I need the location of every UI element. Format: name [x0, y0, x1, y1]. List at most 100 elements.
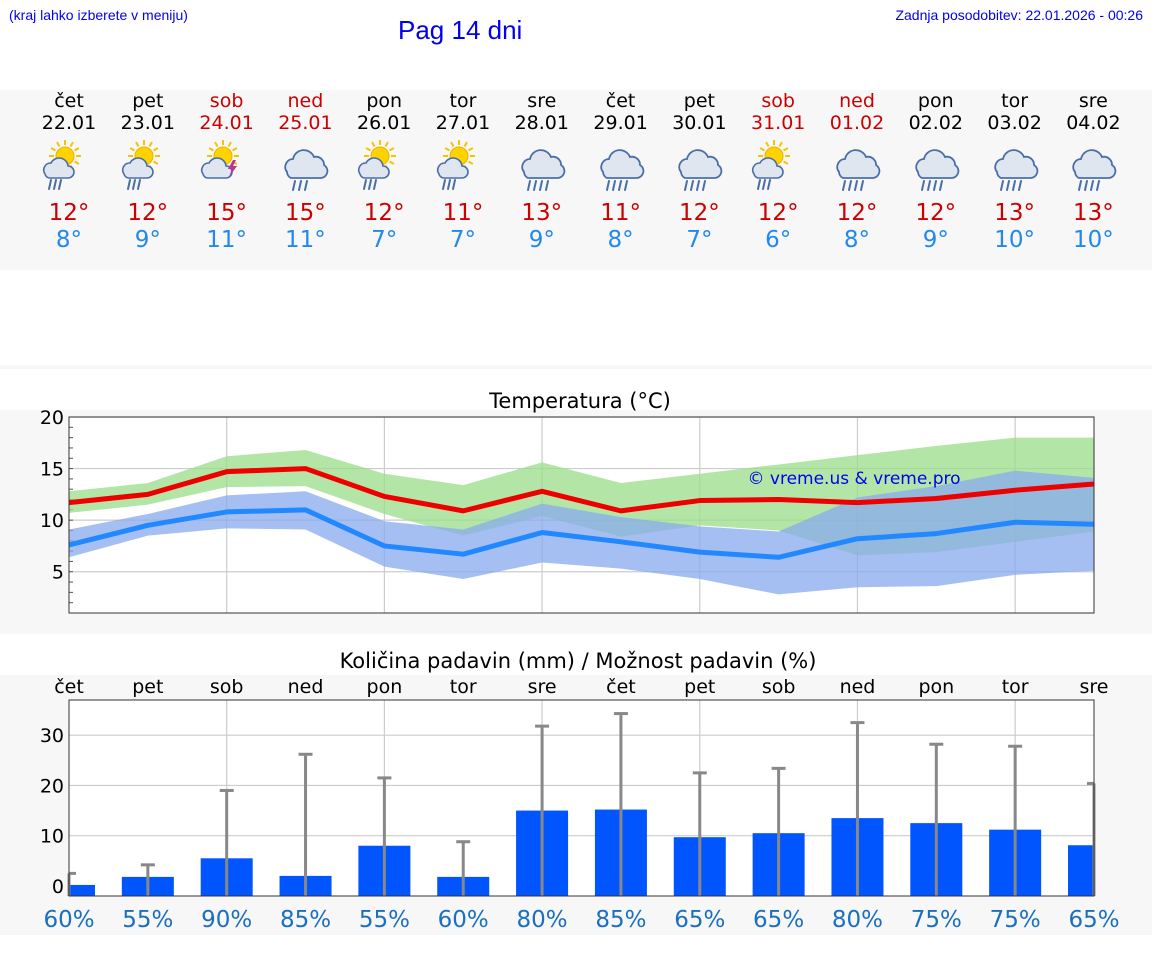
temp-max: 12° [48, 200, 90, 226]
day-date: 27.01 [435, 112, 491, 134]
day-name: sre [1078, 90, 1108, 112]
cloud-heavy-rain-icon [993, 149, 1038, 191]
x-tick-label: pon [918, 676, 954, 698]
last-update: Zadnja posodobitev: 22.01.2026 - 00:26 [895, 7, 1143, 23]
rain-icon [920, 180, 943, 191]
temp-min: 8° [55, 227, 83, 253]
rain-icon [1078, 180, 1101, 191]
x-tick-label: sre [528, 676, 557, 698]
temp-max: 12° [363, 200, 405, 226]
x-tick-label: pet [132, 676, 163, 698]
day-date: 30.01 [672, 112, 727, 134]
x-tick-label: čet [606, 676, 636, 698]
rain-icon [605, 180, 628, 191]
rain-icon [757, 179, 772, 190]
rain-icon [842, 180, 864, 191]
temp-min: 7° [686, 227, 713, 253]
precip-chance: 55% [122, 907, 173, 933]
y-tick-label: 30 [40, 725, 64, 747]
day-name: čet [54, 90, 84, 112]
cloud-heavy-rain-icon [678, 149, 723, 191]
y-tick-label: 15 [40, 459, 64, 481]
rain-icon [292, 180, 309, 191]
precip-chance: 65% [1068, 907, 1119, 933]
divider [0, 365, 1152, 369]
rain-icon [442, 179, 456, 190]
temp-min: 6° [765, 227, 792, 253]
cloud-rain-icon [284, 149, 329, 191]
temp-min: 9° [528, 227, 555, 253]
cloud-icon [599, 149, 644, 179]
cloud-icon [121, 157, 154, 179]
day-name: sre [527, 90, 557, 112]
cloud-icon [521, 149, 566, 179]
temp-min: 10° [1073, 227, 1114, 253]
x-tick-label: ned [840, 676, 876, 698]
temp-min: 11° [285, 227, 326, 253]
day-name: pet [132, 90, 164, 112]
cloud-icon [678, 149, 723, 179]
day-date: 04.02 [1066, 112, 1121, 134]
temp-max: 12° [757, 200, 799, 226]
precip-chance: 90% [201, 907, 252, 933]
day-name: pon [366, 90, 403, 112]
temp-max: 12° [915, 200, 957, 226]
temp-min: 8° [607, 227, 634, 253]
day-date: 03.02 [987, 112, 1042, 134]
cloud-icon [284, 149, 329, 179]
sun-cloud-heavy-rain-icon [752, 140, 791, 190]
cloud-icon [915, 149, 960, 179]
temp-max: 15° [206, 200, 247, 226]
x-tick-label: sob [762, 676, 796, 698]
day-date: 28.01 [514, 112, 569, 134]
temp-min: 11° [206, 227, 247, 253]
cloud-heavy-rain-icon [521, 149, 566, 191]
series-line-max [68, 466, 1095, 514]
series-line-min [68, 507, 1095, 560]
rain-icon [999, 180, 1022, 191]
cloud-heavy-rain-icon [915, 149, 960, 191]
cloud-heavy-rain-icon [1072, 149, 1117, 191]
range-band-min-range [69, 470, 1094, 595]
precip-bar [1068, 845, 1094, 896]
temp-max: 12° [836, 200, 878, 226]
y-tick-label: 0 [52, 876, 64, 898]
cloud-heavy-rain-icon [599, 149, 644, 191]
precip-chance: 85% [280, 907, 331, 933]
cloud-icon [358, 157, 390, 179]
y-tick-label: 5 [52, 562, 64, 584]
precip-chance: 55% [359, 907, 410, 933]
x-tick-label: tor [450, 676, 477, 698]
x-tick-label: pet [684, 676, 715, 698]
temp-max: 11° [442, 200, 484, 226]
temp-max: 12° [127, 200, 169, 226]
page-title: Pag 14 dni [398, 15, 523, 45]
day-date: 25.01 [278, 112, 333, 134]
rain-icon [227, 160, 237, 177]
y-tick-label: 20 [40, 407, 64, 429]
cloud-icon [836, 149, 881, 179]
y-tick-label: 10 [40, 510, 64, 532]
header-hint: (kraj lahko izberete v meniju) [9, 7, 188, 23]
sun-cloud-rain-icon [121, 140, 160, 190]
sun-thunder-icon [200, 140, 239, 179]
cloud-icon [752, 157, 784, 179]
x-tick-label: sre [1080, 676, 1109, 698]
temp-min: 7° [449, 227, 477, 253]
precip-chance: 60% [43, 907, 94, 933]
temp-max: 13° [1073, 200, 1114, 226]
cloud-icon [993, 149, 1038, 179]
cloud-icon [200, 157, 233, 179]
forecast-strip: čet 22.01 12° 8° pet 23.01 12° 9° sob 24.01 15° 11°… [0, 90, 1152, 270]
plot-border [68, 416, 1095, 614]
x-tick-label: ned [288, 676, 324, 698]
cloud-icon [1072, 149, 1117, 179]
temp-max: 11° [600, 200, 641, 226]
day-name: ned [839, 90, 875, 112]
temp-max: 15° [285, 200, 326, 226]
watermark: © vreme.us & vreme.pro [747, 469, 960, 489]
temp-min: 8° [843, 227, 871, 253]
day-date: 29.01 [593, 112, 648, 134]
precip-chance: 60% [438, 907, 489, 933]
temperature-chart: Temperatura (°C) 5 10 15 20 © vreme.us & vrem… [40, 389, 1095, 614]
